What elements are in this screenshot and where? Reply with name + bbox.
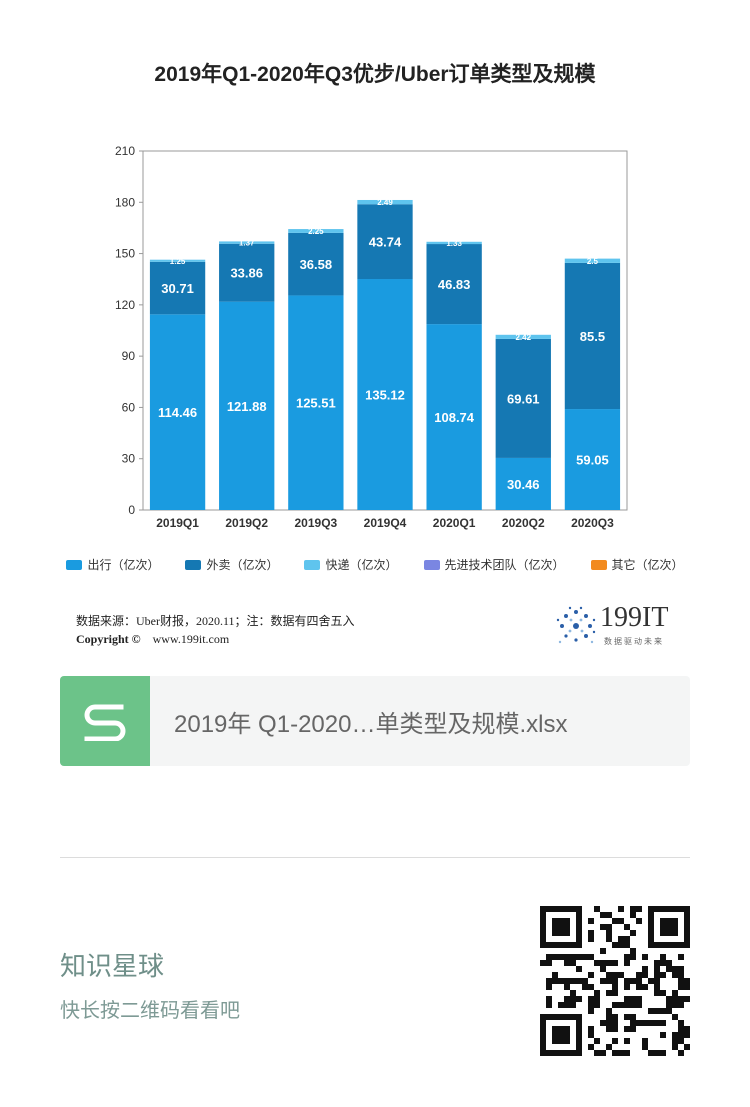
legend-item: 先进技术团队（亿次） <box>423 556 565 573</box>
legend-swatch <box>304 559 321 570</box>
x-tick-label: 2020Q2 <box>502 516 545 530</box>
bar-segment <box>149 259 206 262</box>
data-label: 33.86 <box>230 266 263 281</box>
bar-segment <box>426 244 482 325</box>
data-label: 125.51 <box>296 396 336 411</box>
data-source-note: 数据来源：Uber财报，2020.11；注：数据有四舍五入 <box>76 614 355 628</box>
data-label: 43.74 <box>369 235 402 250</box>
data-label: 2.42 <box>515 333 531 342</box>
y-tick-label: 120 <box>115 298 135 312</box>
legend-swatch <box>423 559 440 570</box>
legend-item: 快递（亿次） <box>304 556 398 573</box>
data-label: 135.12 <box>365 388 405 403</box>
data-label: 108.74 <box>434 410 475 425</box>
y-tick-label: 150 <box>115 247 135 261</box>
data-label: 30.71 <box>161 281 194 296</box>
y-tick-label: 60 <box>122 400 136 414</box>
data-label: 2.5 <box>587 257 599 266</box>
bar-segment <box>288 232 344 296</box>
y-tick-label: 30 <box>122 452 136 466</box>
data-label: 114.46 <box>158 405 197 420</box>
data-label: 2.49 <box>377 198 393 207</box>
bar-segment <box>495 457 551 510</box>
bar-segment <box>357 204 413 280</box>
chart-legend: 出行（亿次） 外卖（亿次） 快递（亿次） 先进技术团队（亿次） 其它（亿次） <box>0 556 750 573</box>
y-tick-label: 180 <box>115 195 135 209</box>
bar-segment <box>564 409 621 510</box>
bar-segment <box>149 261 206 315</box>
bar-segment <box>219 301 275 510</box>
y-tick-label: 210 <box>115 144 135 158</box>
legend-label: 其它（亿次） <box>611 558 684 572</box>
data-label: 1.25 <box>170 257 186 266</box>
legend-swatch <box>590 559 607 570</box>
brand-logo: 199IT 数据驱动未来 <box>554 602 684 650</box>
legend-label: 外卖（亿次） <box>206 558 279 572</box>
bar-segment <box>219 241 275 244</box>
planet-title: 知识星球 <box>60 951 165 981</box>
bar-segment <box>426 324 482 510</box>
chart-title: 2019年Q1-2020年Q3优步/Uber订单类型及规模 <box>154 63 596 86</box>
x-tick-label: 2019Q2 <box>225 516 268 530</box>
x-tick-label: 2020Q3 <box>571 516 614 530</box>
bar-segment <box>564 262 621 410</box>
bar-segment <box>357 199 413 205</box>
y-tick-label: 90 <box>122 349 136 363</box>
bar-segment <box>495 338 551 458</box>
data-label: 36.58 <box>300 257 333 272</box>
spreadsheet-s-icon <box>60 676 150 766</box>
data-label: 1.33 <box>446 239 462 248</box>
legend-item: 外卖（亿次） <box>185 556 278 573</box>
x-tick-label: 2019Q1 <box>156 516 199 530</box>
section-divider <box>60 857 690 858</box>
data-label: 59.05 <box>576 453 609 468</box>
bar-segment <box>564 258 621 263</box>
bar-segment <box>288 295 344 510</box>
data-label: 46.83 <box>438 277 471 292</box>
file-attachment-card[interactable]: 2019年 Q1-2020…单类型及规模.xlsx <box>60 676 690 766</box>
data-label: 69.61 <box>507 391 540 406</box>
legend-item: 出行（亿次） <box>66 556 159 573</box>
legend-item: 其它（亿次） <box>590 556 684 573</box>
legend-label: 快递（亿次） <box>325 558 398 572</box>
legend-swatch <box>66 559 83 570</box>
x-tick-label: 2019Q4 <box>364 516 407 530</box>
data-label: 30.46 <box>507 477 540 492</box>
brand-slogan: 数据驱动未来 <box>604 637 664 646</box>
qr-code-icon[interactable] <box>540 906 690 1056</box>
bar-segment <box>219 243 275 302</box>
bar-segment <box>495 334 551 339</box>
website-link[interactable]: www.199it.com <box>152 632 230 646</box>
data-label: 121.88 <box>227 399 267 414</box>
data-label: 2.25 <box>308 227 324 236</box>
data-label: 85.5 <box>580 329 605 344</box>
x-tick-label: 2020Q1 <box>433 516 476 530</box>
dandelion-logo-icon <box>556 606 596 644</box>
planet-subtitle: 快长按二维码看看吧 <box>60 1000 240 1022</box>
stacked-bar-chart: 0 30 60 90 120 150 180 210 114.46 30.71 1.25 2019Q1… <box>115 144 628 530</box>
legend-label: 先进技术团队（亿次） <box>444 558 565 572</box>
bar-segment <box>357 279 413 510</box>
brand-name: 199IT <box>600 602 669 633</box>
data-label: 1.37 <box>239 239 255 248</box>
copyright-line: Copyright © www.199it.com <box>76 632 229 647</box>
bar-segment <box>426 241 482 245</box>
y-tick-label: 0 <box>128 503 135 517</box>
legend-swatch <box>185 559 202 570</box>
x-tick-label: 2019Q3 <box>295 516 338 530</box>
bar-segment <box>149 314 206 510</box>
file-name: 2019年 Q1-2020…单类型及规模.xlsx <box>174 710 568 738</box>
legend-label: 出行（亿次） <box>87 558 160 572</box>
copyright-label: Copyright © <box>76 632 141 646</box>
bar-segment <box>288 229 344 233</box>
